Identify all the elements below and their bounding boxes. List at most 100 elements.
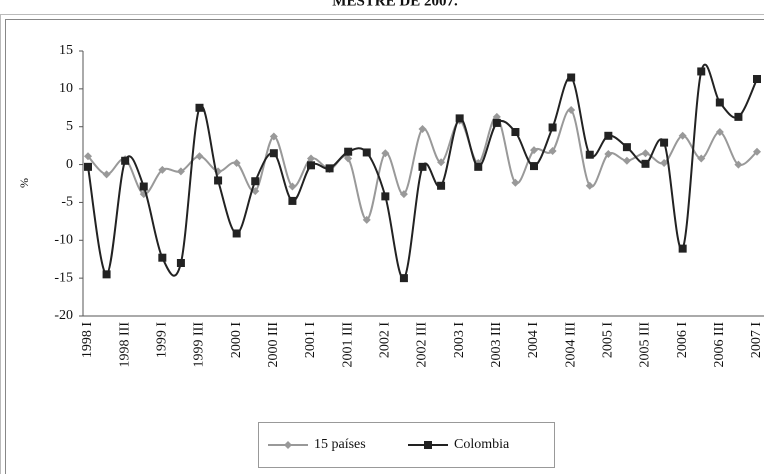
marker xyxy=(381,149,390,158)
marker xyxy=(232,159,241,168)
marker xyxy=(288,196,297,205)
y-tick-label: -10 xyxy=(54,233,73,248)
marker xyxy=(715,128,724,137)
marker xyxy=(660,138,669,147)
marker xyxy=(548,146,557,155)
marker xyxy=(437,181,446,190)
marker xyxy=(660,159,669,168)
marker xyxy=(492,118,501,127)
marker xyxy=(176,259,185,267)
marker xyxy=(567,106,576,115)
y-tick-label: -15 xyxy=(54,270,73,285)
marker xyxy=(697,67,706,76)
marker xyxy=(548,123,557,132)
marker xyxy=(604,131,613,140)
marker xyxy=(511,128,520,137)
x-tick-label: 1999 I xyxy=(155,322,170,359)
x-tick-label: 2001 III xyxy=(340,322,355,368)
x-tick-label: 2005 I xyxy=(601,322,616,359)
marker xyxy=(139,182,148,191)
marker xyxy=(214,176,223,185)
marker xyxy=(697,154,706,163)
marker xyxy=(344,147,353,156)
x-tick-label: 2006 I xyxy=(675,322,690,359)
marker xyxy=(307,161,315,170)
marker xyxy=(567,73,576,82)
marker xyxy=(195,152,204,161)
marker xyxy=(325,164,334,173)
y-tick-label: 10 xyxy=(59,81,73,96)
marker xyxy=(511,178,520,187)
marker xyxy=(753,147,761,156)
marker xyxy=(362,148,371,157)
marker xyxy=(474,162,483,171)
x-tick-label: 1999 III xyxy=(192,322,207,368)
inner-frame xyxy=(5,19,764,474)
x-tick-label: 2002 I xyxy=(378,322,393,359)
x-tick-label: 2005 III xyxy=(638,322,653,368)
y-tick-label: 5 xyxy=(66,119,73,134)
marker xyxy=(158,165,167,174)
marker xyxy=(288,182,297,191)
marker xyxy=(307,154,315,163)
x-tick-label: 2007 I xyxy=(749,322,764,359)
marker xyxy=(362,215,371,224)
marker xyxy=(734,112,743,121)
marker xyxy=(251,177,260,186)
marker xyxy=(424,441,432,449)
marker xyxy=(437,158,446,167)
marker xyxy=(622,143,631,152)
marker xyxy=(344,154,353,163)
x-tick-label: 2001 I xyxy=(303,322,318,359)
x-tick-label: 2004 I xyxy=(526,322,541,359)
marker xyxy=(418,124,427,133)
marker xyxy=(84,162,92,171)
x-tick-label: 2003 III xyxy=(489,322,504,368)
marker xyxy=(492,112,501,121)
y-tick-label: 0 xyxy=(66,157,73,172)
legend-label: 15 países xyxy=(314,437,366,452)
marker xyxy=(753,75,761,84)
marker xyxy=(269,132,278,141)
marker xyxy=(399,274,408,283)
marker xyxy=(530,162,538,171)
marker xyxy=(102,270,111,279)
marker xyxy=(158,253,167,262)
x-tick-label: 2002 III xyxy=(415,322,430,368)
marker xyxy=(734,160,743,169)
marker xyxy=(176,167,185,176)
marker xyxy=(84,152,92,161)
marker xyxy=(641,159,650,168)
marker xyxy=(195,103,204,112)
x-tick-label: 1998 I xyxy=(80,322,95,359)
x-tick-label: 2004 III xyxy=(563,322,578,368)
marker xyxy=(232,229,241,238)
marker xyxy=(530,146,538,155)
marker xyxy=(284,441,292,449)
x-tick-label: 1998 III xyxy=(117,322,132,368)
y-tick-label: 15 xyxy=(59,43,73,58)
x-tick-label: 2000 III xyxy=(266,322,281,368)
marker xyxy=(678,244,687,253)
marker xyxy=(455,114,464,123)
y-axis-label: % xyxy=(17,178,31,188)
marker xyxy=(399,190,408,199)
marker xyxy=(102,170,111,179)
marker xyxy=(418,162,427,171)
marker xyxy=(641,149,650,158)
marker xyxy=(585,150,594,159)
y-tick-label: -20 xyxy=(54,308,73,323)
marker xyxy=(715,98,724,107)
marker xyxy=(604,149,613,158)
marker xyxy=(381,192,390,201)
marker xyxy=(622,156,631,165)
series-line xyxy=(87,63,758,280)
legend-label: Colombia xyxy=(454,437,510,452)
y-tick-label: -5 xyxy=(61,195,73,210)
marker xyxy=(121,156,130,165)
chart-title: MESTRE DE 2007. xyxy=(332,0,458,9)
marker xyxy=(585,181,594,190)
x-tick-label: 2006 III xyxy=(712,322,727,368)
marker xyxy=(269,149,278,158)
